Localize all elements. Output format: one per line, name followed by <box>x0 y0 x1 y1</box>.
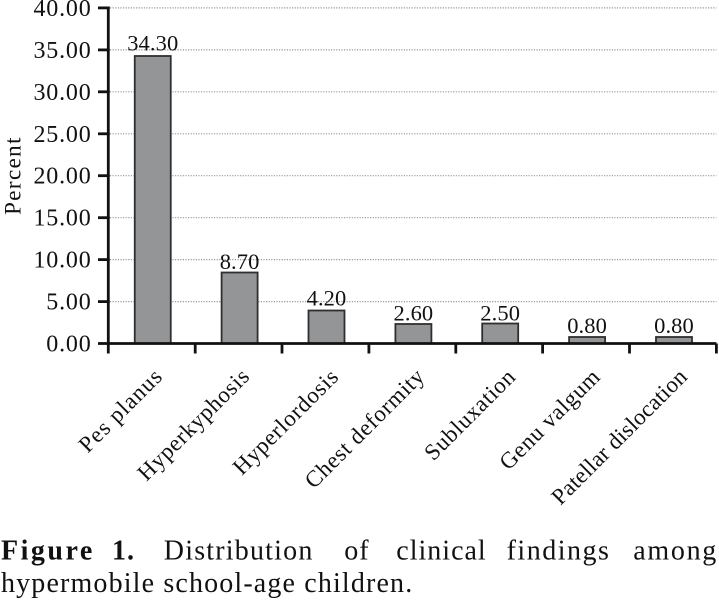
svg-text:5.00: 5.00 <box>46 290 91 316</box>
svg-text:4.20: 4.20 <box>307 286 347 311</box>
svg-text:20.00: 20.00 <box>34 164 92 190</box>
svg-text:0.80: 0.80 <box>567 313 607 338</box>
svg-text:40.00: 40.00 <box>34 0 92 22</box>
svg-text:among: among <box>633 536 718 567</box>
svg-text:15.00: 15.00 <box>34 206 92 232</box>
svg-text:30.00: 30.00 <box>34 80 92 106</box>
svg-text:0.00: 0.00 <box>46 332 91 358</box>
svg-text:Figure: Figure <box>1 536 95 567</box>
svg-text:25.00: 25.00 <box>34 122 92 148</box>
svg-text:hypermobile school-age childre: hypermobile school-age children. <box>1 568 413 599</box>
svg-text:8.70: 8.70 <box>220 249 260 274</box>
svg-text:10.00: 10.00 <box>34 248 92 274</box>
svg-text:2.50: 2.50 <box>480 301 520 326</box>
svg-text:2.60: 2.60 <box>394 301 434 326</box>
svg-text:of: of <box>344 536 369 567</box>
svg-text:findings: findings <box>507 536 611 567</box>
svg-text:1.: 1. <box>112 536 135 567</box>
svg-text:34.30: 34.30 <box>127 31 178 56</box>
svg-text:35.00: 35.00 <box>34 38 92 64</box>
svg-text:Percent: Percent <box>1 136 26 215</box>
svg-text:Distribution: Distribution <box>164 536 314 567</box>
svg-text:clinical: clinical <box>396 536 486 567</box>
svg-text:0.80: 0.80 <box>654 313 694 338</box>
